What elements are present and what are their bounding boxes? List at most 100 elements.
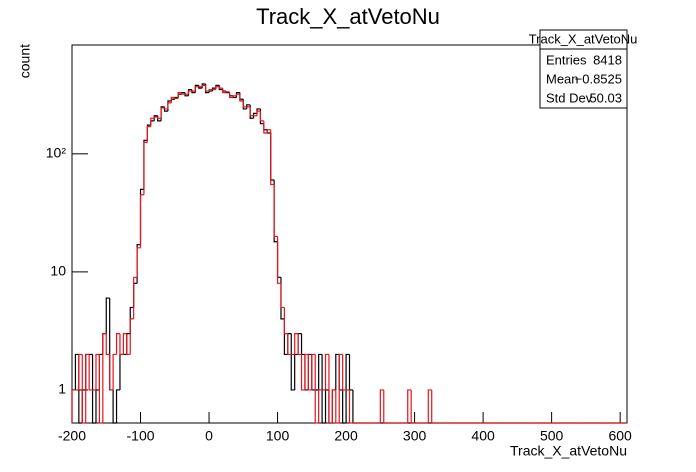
histogram-bin: [139, 194, 144, 248]
y-tick-label: 1: [58, 381, 66, 397]
histogram-bin: [318, 353, 323, 390]
histogram-bin: [290, 333, 295, 391]
histogram-bin: [181, 92, 186, 95]
stats-title: Track_X_atVetoNu: [529, 31, 638, 46]
histogram-bin: [379, 389, 384, 423]
histogram-bin: [187, 90, 192, 95]
y-tick-label: 10: [50, 263, 66, 279]
histogram-bin: [335, 353, 340, 390]
stats-label: Mean: [546, 71, 579, 86]
histogram-bin: [270, 129, 275, 186]
histogram-bin: [348, 389, 353, 424]
histogram-bin: [222, 88, 227, 94]
histogram-bin: [102, 333, 107, 423]
x-tick-label: -100: [127, 428, 155, 444]
histogram-bin: [98, 354, 103, 424]
histogram-bin: [218, 86, 223, 89]
histogram-bin: [307, 354, 312, 391]
histogram-bin: [88, 354, 93, 391]
histogram-bin: [177, 92, 182, 99]
histogram-bin: [119, 333, 124, 356]
histogram-bin: [287, 333, 292, 356]
histogram-bin: [342, 389, 347, 424]
stats-label: Std Dev: [546, 90, 593, 105]
histogram-bin: [71, 389, 76, 423]
histogram-bin: [143, 141, 148, 195]
histogram-bin: [300, 354, 305, 391]
histogram-bin: [266, 129, 271, 134]
histogram-bin: [115, 333, 120, 355]
histogram-bin: [105, 297, 110, 334]
histogram-bin: [122, 333, 127, 355]
histogram-bin: [109, 354, 114, 391]
histogram-bin: [280, 283, 285, 309]
histogram-bin: [318, 389, 323, 423]
x-axis-label: Track_X_atVetoNu: [510, 443, 627, 459]
histogram-bin: [273, 184, 278, 237]
histogram-bin: [410, 389, 415, 424]
histogram-bin: [324, 353, 329, 390]
chart-title: Track_X_atVetoNu: [256, 4, 440, 29]
histogram-bin: [174, 97, 179, 99]
histogram-bin: [157, 117, 162, 119]
histogram-bin: [133, 276, 138, 319]
histogram-bin: [331, 389, 336, 423]
stats-label: Entries: [546, 52, 587, 67]
histogram-bin: [160, 107, 165, 119]
stats-box: Track_X_atVetoNu Entries 8418 Mean−0.8525 S…: [529, 29, 638, 109]
y-axis-label: count: [17, 44, 33, 78]
histogram-bin: [335, 389, 340, 424]
histogram-bin: [276, 236, 281, 284]
histogram-bin: [150, 117, 155, 127]
x-tick-label: 200: [334, 428, 358, 444]
stats-value: 8418: [593, 52, 622, 67]
histogram-bin: [146, 126, 151, 143]
histogram-bin: [252, 112, 257, 119]
histogram-bin: [235, 93, 240, 96]
histogram-bin: [225, 91, 230, 93]
histogram-bin: [85, 353, 90, 423]
x-tick-label: 500: [540, 428, 564, 444]
histogram-bin: [263, 120, 268, 134]
histogram-bin: [345, 353, 350, 423]
histogram-bin: [294, 333, 299, 355]
y-tick-label: 10²: [46, 145, 67, 161]
histogram-bin: [78, 353, 83, 390]
histogram-bin: [91, 354, 96, 424]
stats-value: 50.03: [589, 90, 622, 105]
x-tick-label: 400: [471, 428, 495, 444]
histogram-bin: [115, 389, 120, 423]
histogram-bin: [205, 85, 210, 92]
histogram-bin: [311, 353, 316, 390]
histogram-bin: [208, 88, 213, 92]
histogram-bin: [342, 354, 347, 391]
histogram-bin: [324, 389, 329, 423]
histogram-bin: [194, 86, 199, 92]
x-tick-label: 300: [403, 428, 427, 444]
histogram-bin: [81, 354, 86, 424]
histogram-bin: [105, 333, 110, 356]
histogram-bin: [321, 354, 326, 424]
histogram-bin: [126, 333, 131, 356]
histogram-bin: [338, 353, 343, 423]
histogram-bin: [163, 107, 168, 110]
x-tick-label: 600: [608, 428, 632, 444]
histogram-bin: [95, 353, 100, 390]
histogram-bin: [304, 353, 309, 390]
histogram-bin: [242, 101, 247, 108]
histogram-bin: [256, 110, 261, 116]
histogram-bin: [215, 86, 220, 90]
histogram-bin: [314, 354, 319, 424]
histogram-bin: [228, 91, 234, 99]
histogram-bin: [136, 247, 141, 278]
histogram-bin: [129, 318, 134, 355]
stats-value: −0.8525: [575, 71, 622, 86]
stats-frame: [539, 29, 628, 109]
histogram-bin: [74, 353, 79, 390]
x-tick-label: 100: [266, 428, 290, 444]
histogram-bin: [112, 389, 117, 424]
histogram-bin: [246, 104, 251, 109]
histogram-bin: [153, 116, 158, 119]
histogram-bin: [431, 389, 436, 424]
histogram-bin: [297, 333, 302, 356]
